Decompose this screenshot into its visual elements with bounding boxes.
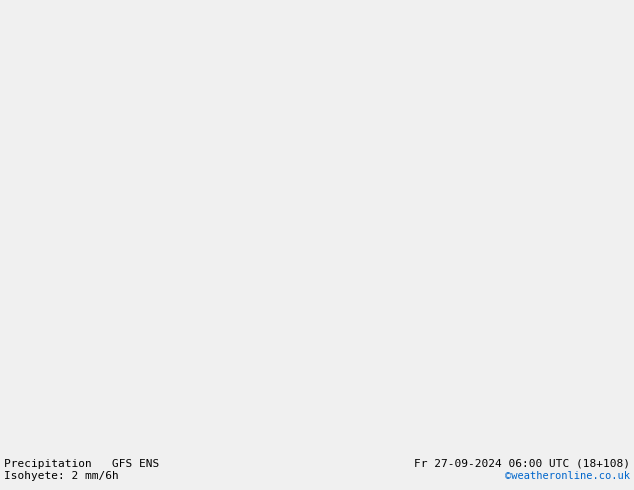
Text: ©weatheronline.co.uk: ©weatheronline.co.uk [505,471,630,481]
Text: Fr 27-09-2024 06:00 UTC (18+108): Fr 27-09-2024 06:00 UTC (18+108) [414,459,630,468]
Text: Isohyete: 2 mm/6h: Isohyete: 2 mm/6h [4,471,119,481]
Text: Precipitation   GFS ENS: Precipitation GFS ENS [4,459,159,468]
